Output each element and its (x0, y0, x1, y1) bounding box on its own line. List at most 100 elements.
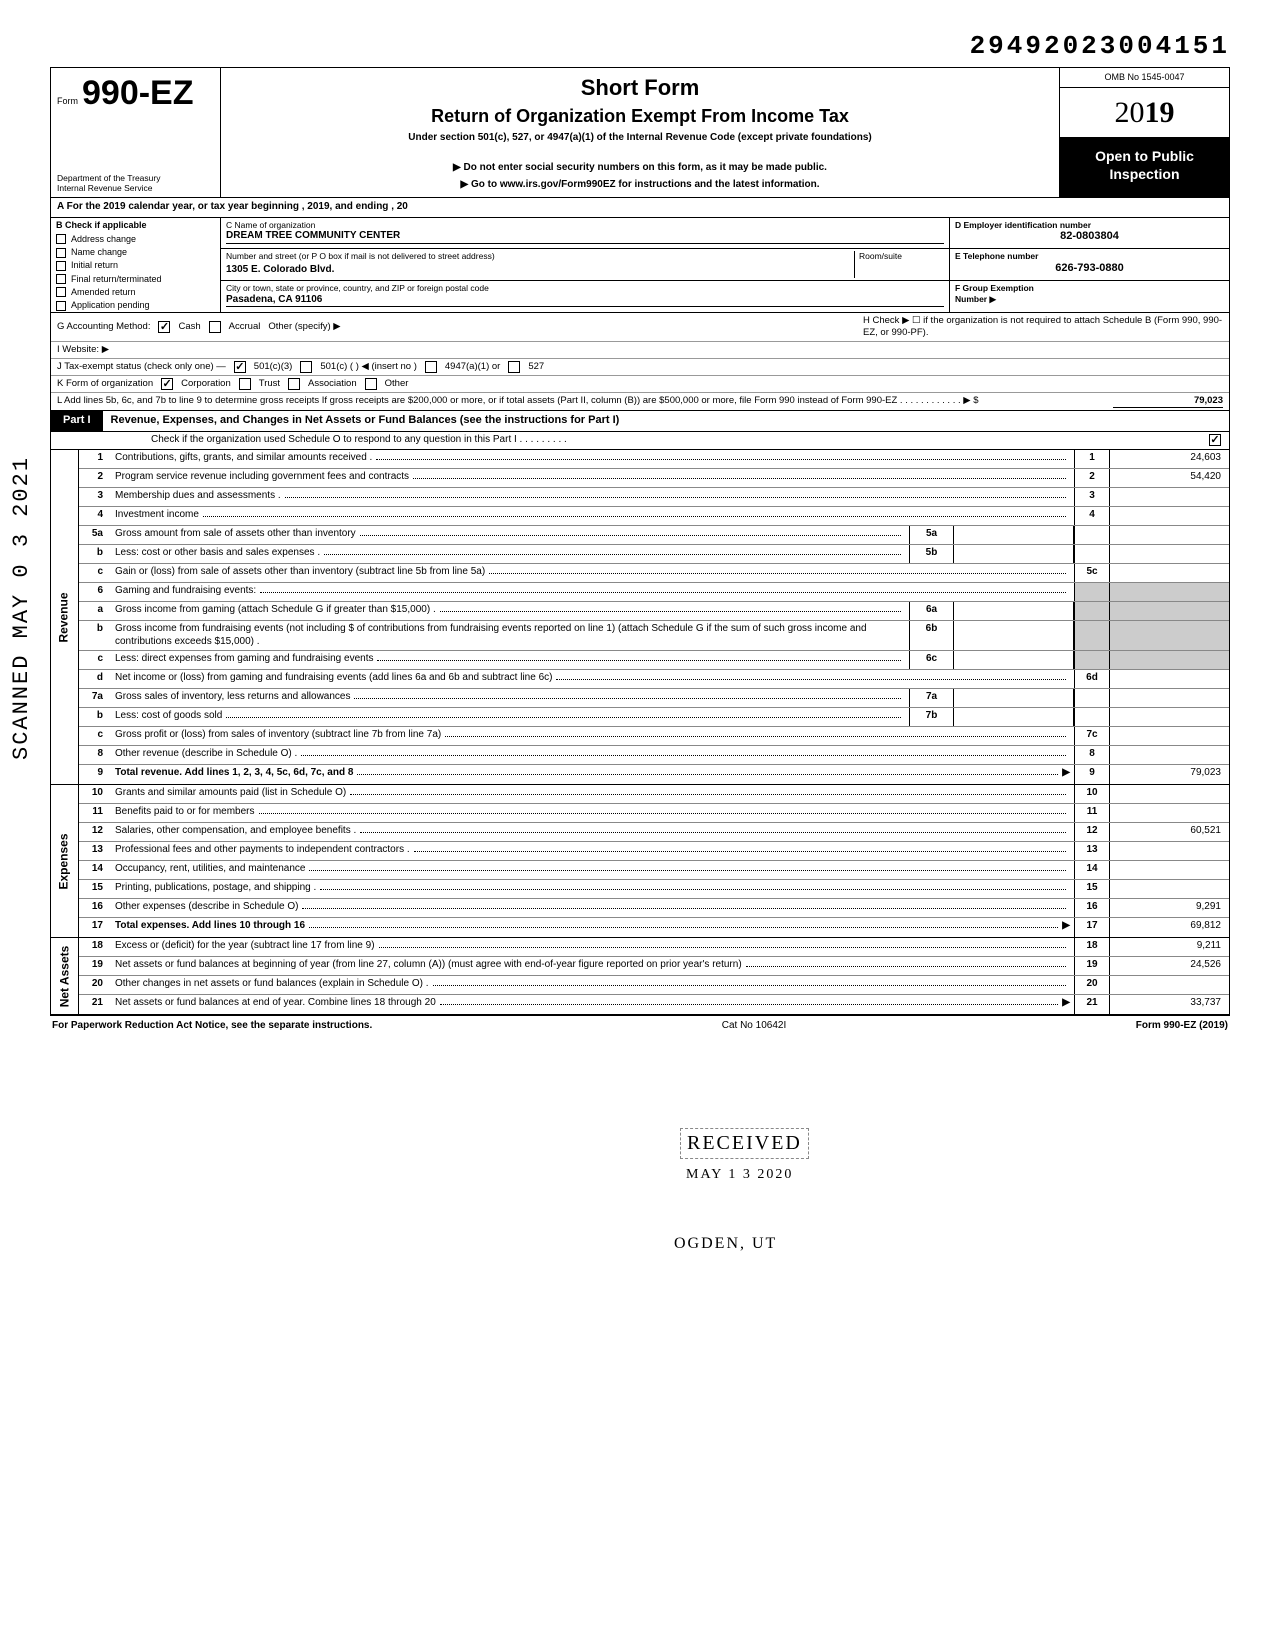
form-line: cGross profit or (loss) from sales of in… (79, 727, 1229, 746)
501c3-checkbox[interactable] (234, 361, 246, 373)
form-line: 4Investment income4 (79, 507, 1229, 526)
k-trust: Trust (259, 378, 280, 390)
received-stamp: RECEIVED (680, 1128, 809, 1159)
netassets-label: Net Assets (57, 945, 72, 1007)
f-number: Number ▶ (955, 294, 1224, 305)
b-item-label: Amended return (71, 287, 136, 298)
b-item-label: Initial return (71, 260, 118, 271)
b-item-label: Name change (71, 247, 127, 258)
part1-header: Part I Revenue, Expenses, and Changes in… (50, 411, 1230, 432)
expenses-label: Expenses (57, 833, 72, 889)
tax-year: 2019 (1060, 88, 1229, 139)
b-checkbox[interactable] (56, 234, 66, 244)
accrual-checkbox[interactable] (209, 321, 221, 333)
footer-cat: Cat No 10642I (722, 1020, 787, 1033)
b-checkbox[interactable] (56, 274, 66, 284)
ein: 82-0803804 (955, 230, 1224, 244)
form-line: 19Net assets or fund balances at beginni… (79, 957, 1229, 976)
b-item-label: Final return/terminated (71, 274, 162, 285)
form-line: 11Benefits paid to or for members11 (79, 804, 1229, 823)
form-line: 15Printing, publications, postage, and s… (79, 880, 1229, 899)
form-line: 20Other changes in net assets or fund ba… (79, 976, 1229, 995)
netassets-section: Net Assets 18Excess or (deficit) for the… (50, 938, 1230, 1015)
g-accrual: Accrual (229, 321, 261, 333)
form-word: Form (57, 96, 78, 107)
e-label: E Telephone number (955, 251, 1224, 262)
c-city-label: City or town, state or province, country… (226, 283, 944, 294)
part1-title: Revenue, Expenses, and Changes in Net As… (103, 411, 1229, 431)
corp-checkbox[interactable] (161, 378, 173, 390)
assoc-checkbox[interactable] (288, 378, 300, 390)
b-checkbox[interactable] (56, 248, 66, 258)
form-line: bGross income from fundraising events (n… (79, 621, 1229, 651)
title-short: Short Form (231, 74, 1049, 102)
k-other: Other (385, 378, 409, 390)
form-line: 14Occupancy, rent, utilities, and mainte… (79, 861, 1229, 880)
revenue-section: Revenue 1Contributions, gifts, grants, a… (50, 450, 1230, 785)
title-goto: ▶ Go to www.irs.gov/Form990EZ for instru… (231, 179, 1049, 192)
h-text: H Check ▶ ☐ if the organization is not r… (863, 315, 1223, 339)
cash-checkbox[interactable] (158, 321, 170, 333)
l-text: L Add lines 5b, 6c, and 7b to line 9 to … (57, 395, 1107, 407)
b-checkbox[interactable] (56, 287, 66, 297)
form-line: 12Salaries, other compensation, and empl… (79, 823, 1229, 842)
j-501c3: 501(c)(3) (254, 361, 293, 373)
org-name: DREAM TREE COMMUNITY CENTER (226, 230, 944, 244)
form-line: bLess: cost of goods sold7b (79, 708, 1229, 727)
received-date-stamp: MAY 1 3 2020 (680, 1164, 799, 1186)
part1-subtitle: Check if the organization used Schedule … (50, 432, 1230, 451)
org-street: 1305 E. Colorado Blvd. (226, 264, 334, 277)
trust-checkbox[interactable] (239, 378, 251, 390)
d-label: D Employer identification number (955, 220, 1224, 231)
ogden-stamp: OGDEN, UT (668, 1232, 783, 1256)
footer-left: For Paperwork Reduction Act Notice, see … (52, 1020, 372, 1033)
j-4947: 4947(a)(1) or (445, 361, 500, 373)
f-label: F Group Exemption (955, 283, 1224, 294)
omb-number: OMB No 1545-0047 (1060, 68, 1229, 88)
form-line: 7aGross sales of inventory, less returns… (79, 689, 1229, 708)
form-line: 13Professional fees and other payments t… (79, 842, 1229, 861)
b-checkbox[interactable] (56, 301, 66, 311)
form-header: Form 990-EZ Department of the Treasury I… (50, 67, 1230, 198)
form-line: bLess: cost or other basis and sales exp… (79, 545, 1229, 564)
g-cash: Cash (178, 321, 200, 333)
b-item-label: Application pending (71, 300, 150, 311)
part1-label: Part I (51, 411, 103, 431)
scanned-stamp: SCANNED MAY 0 3 2021 (8, 456, 36, 760)
k-assoc: Association (308, 378, 357, 390)
form-line: 10Grants and similar amounts paid (list … (79, 785, 1229, 804)
i-website-label: I Website: ▶ (57, 344, 109, 356)
l-amount: 79,023 (1113, 395, 1223, 408)
revenue-label: Revenue (57, 592, 72, 642)
form-line: cLess: direct expenses from gaming and f… (79, 651, 1229, 670)
j-501c: 501(c) ( ) ◀ (insert no ) (320, 361, 417, 373)
b-checkbox[interactable] (56, 261, 66, 271)
schedule-o-checkbox[interactable] (1209, 434, 1221, 446)
k-label: K Form of organization (57, 378, 153, 390)
b-item-label: Address change (71, 234, 136, 245)
j-527: 527 (528, 361, 544, 373)
501c-checkbox[interactable] (300, 361, 312, 373)
org-city: Pasadena, CA 91106 (226, 294, 944, 308)
g-other: Other (specify) ▶ (268, 321, 340, 333)
form-line: 5aGross amount from sale of assets other… (79, 526, 1229, 545)
g-label: G Accounting Method: (57, 321, 150, 333)
expenses-section: Expenses 10Grants and similar amounts pa… (50, 785, 1230, 938)
form-line: 8Other revenue (describe in Schedule O) … (79, 746, 1229, 765)
other-checkbox[interactable] (365, 378, 377, 390)
dept-irs: Internal Revenue Service (57, 183, 214, 193)
527-checkbox[interactable] (508, 361, 520, 373)
c-name-label: C Name of organization (226, 220, 944, 231)
form-line: 9Total revenue. Add lines 1, 2, 3, 4, 5c… (79, 765, 1229, 784)
form-line: aGross income from gaming (attach Schedu… (79, 602, 1229, 621)
4947-checkbox[interactable] (425, 361, 437, 373)
form-line: 21Net assets or fund balances at end of … (79, 995, 1229, 1014)
form-line: cGain or (loss) from sale of assets othe… (79, 564, 1229, 583)
k-corp: Corporation (181, 378, 231, 390)
j-label: J Tax-exempt status (check only one) — (57, 361, 226, 373)
form-number: 990-EZ (82, 72, 194, 115)
form-line: 16Other expenses (describe in Schedule O… (79, 899, 1229, 918)
dln-number: 29492023004151 (50, 30, 1230, 63)
c-addr-label: Number and street (or P O box if mail is… (226, 251, 495, 261)
b-label: B Check if applicable (51, 218, 220, 233)
